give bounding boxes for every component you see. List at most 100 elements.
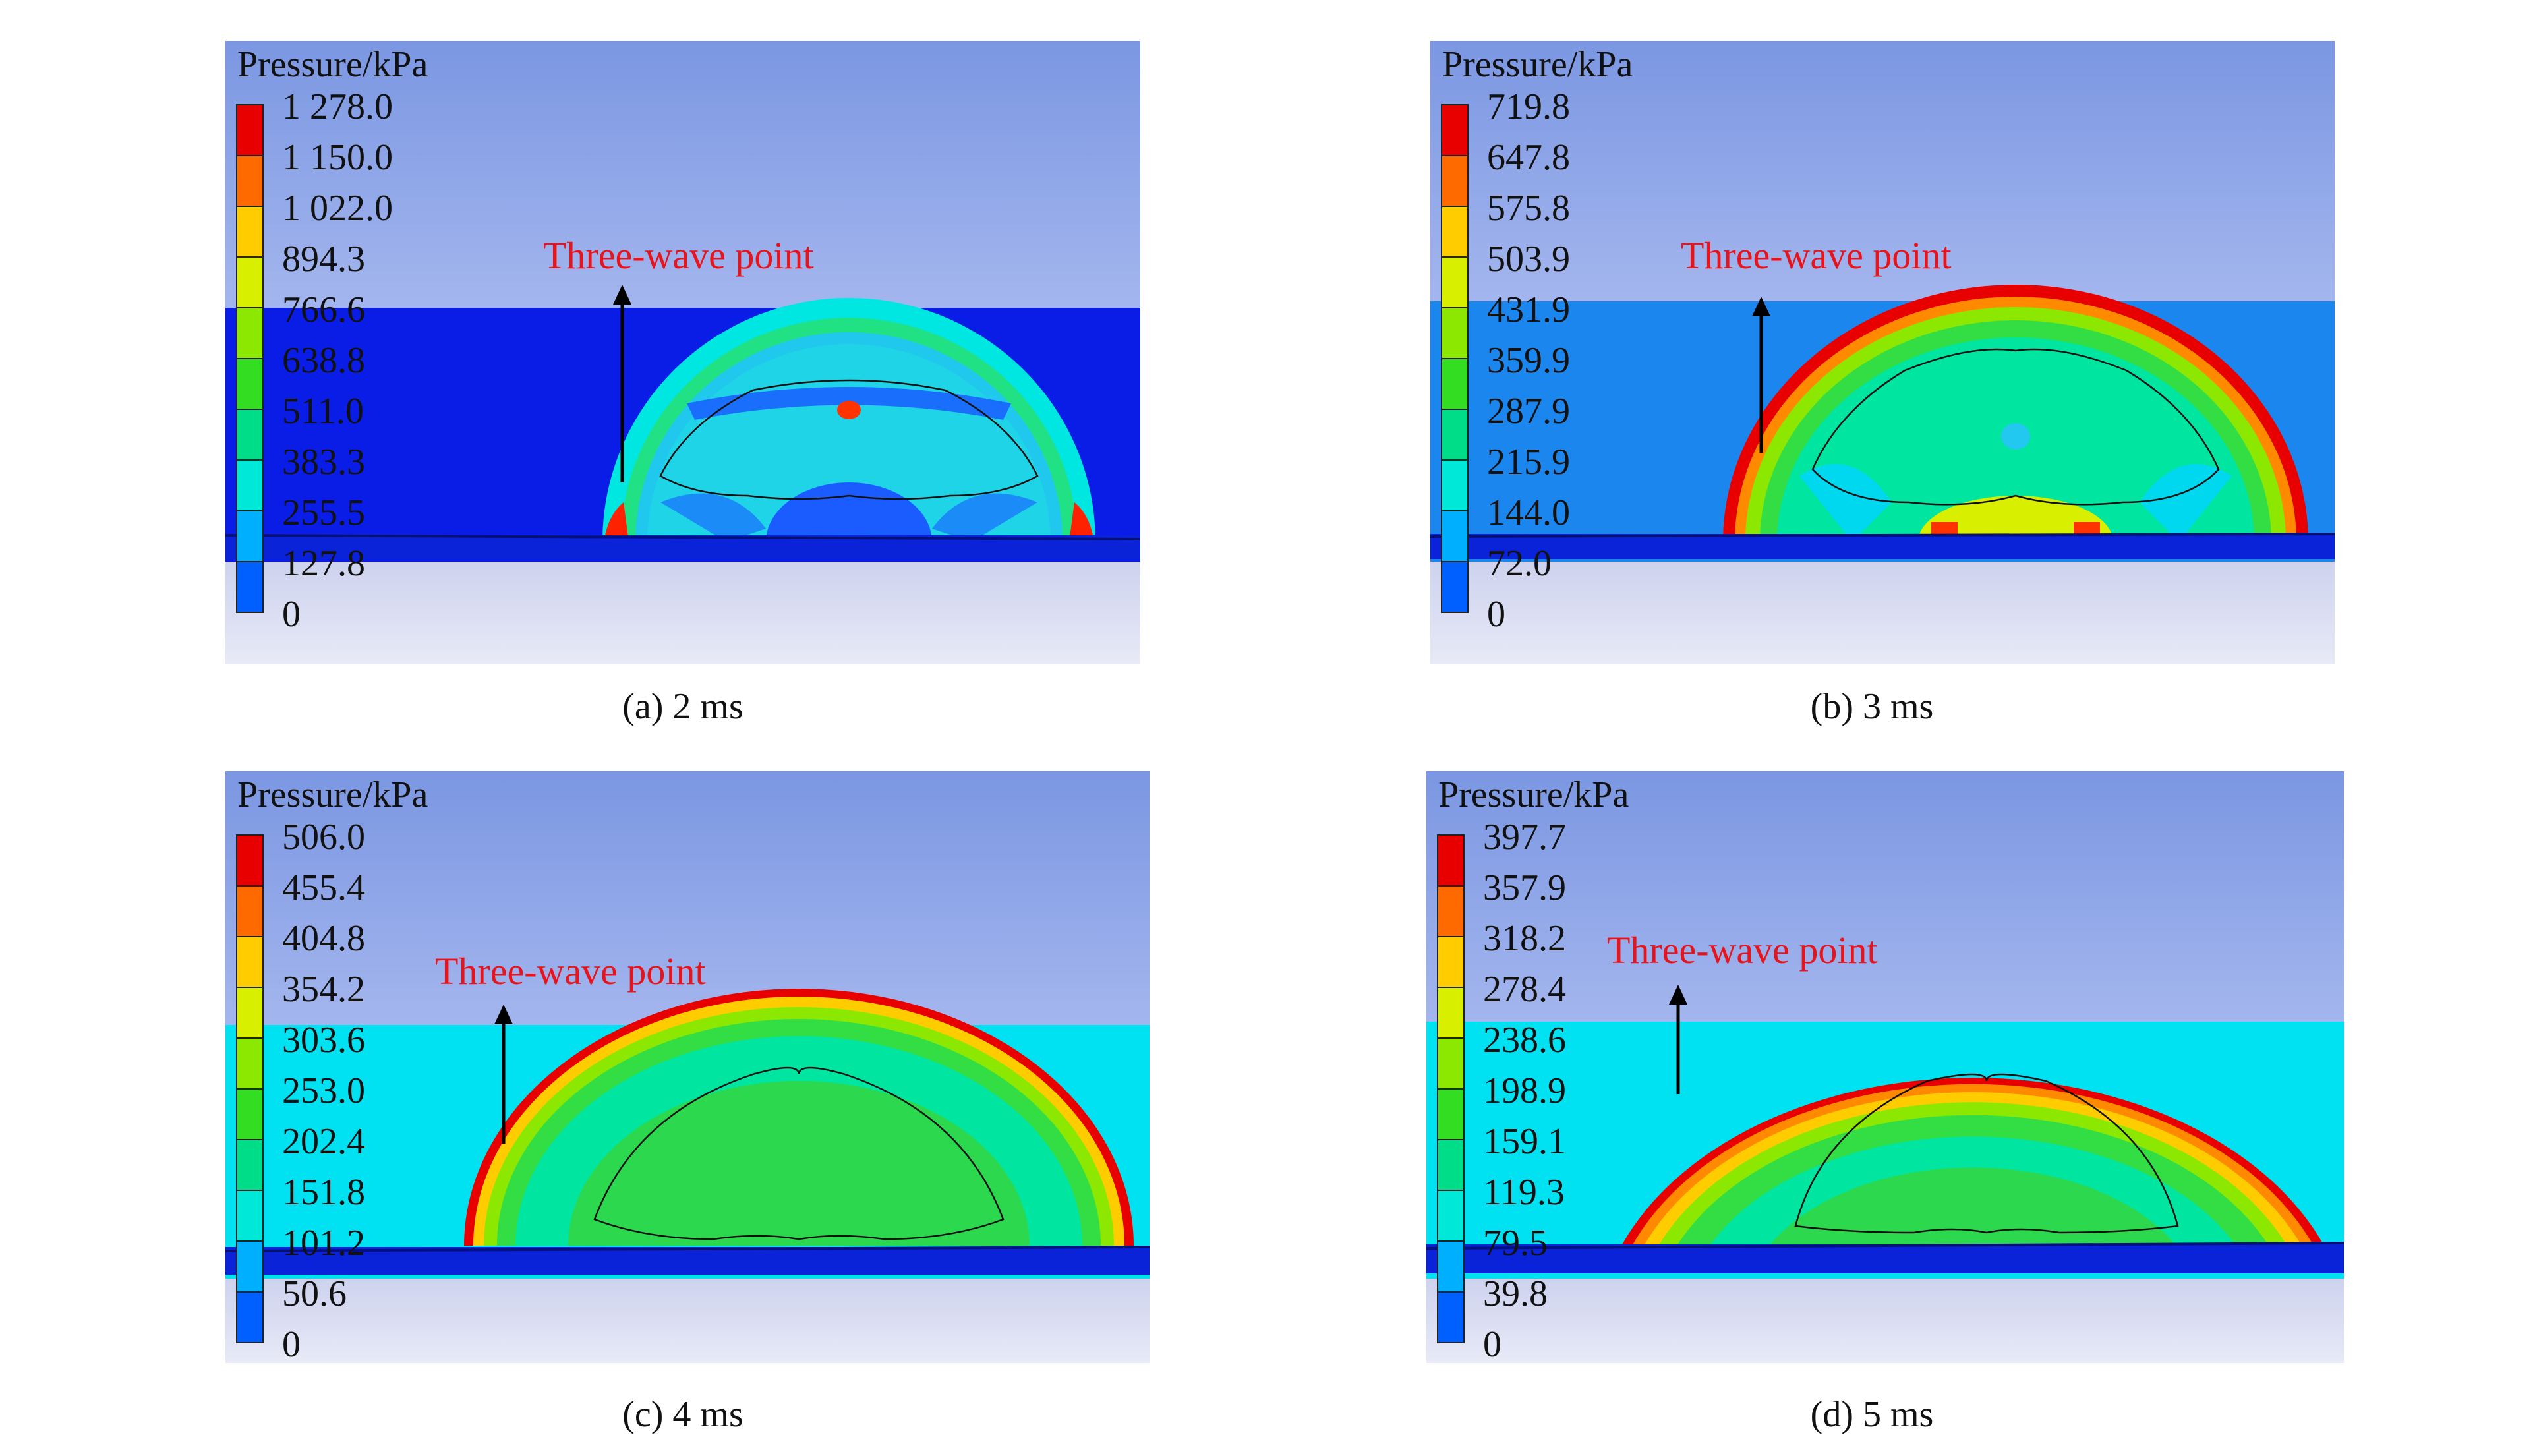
colorbar-tick-label: 1 278.0: [282, 86, 393, 127]
colorbar-tick-label: 397.7: [1483, 817, 1566, 858]
three-wave-point-label: Three-wave point: [543, 234, 814, 277]
legend-title: Pressure/kPa: [1442, 44, 1633, 85]
colorbar-tick-label: 50.6: [282, 1273, 347, 1314]
colorbar-tick-label: 159.1: [1483, 1121, 1566, 1162]
colorbar-swatch: [1437, 1088, 1465, 1140]
colorbar-swatch: [236, 1037, 264, 1090]
colorbar-tick-label: 719.8: [1487, 86, 1570, 127]
pressure-field-b: [1430, 41, 2335, 664]
caption-a: (a) 2 ms: [622, 686, 743, 727]
colorbar-swatch: [236, 256, 264, 308]
colorbar-tick-label: 278.4: [1483, 969, 1566, 1010]
legend-title: Pressure/kPa: [1438, 774, 1629, 815]
three-wave-point-label: Three-wave point: [1681, 234, 1952, 277]
colorbar-swatch: [1437, 1037, 1465, 1090]
colorbar-swatch: [1441, 307, 1469, 359]
colorbar-swatch: [236, 459, 264, 511]
colorbar-swatch: [236, 936, 264, 988]
colorbar-tick-label: 638.8: [282, 340, 365, 381]
colorbar-tick-label: 1 150.0: [282, 137, 393, 178]
colorbar-tick-label: 354.2: [282, 969, 365, 1010]
pressure-field-a: [225, 41, 1140, 664]
colorbar-tick-label: 119.3: [1483, 1172, 1565, 1213]
colorbar-tick-label: 647.8: [1487, 137, 1570, 178]
legend-title: Pressure/kPa: [237, 44, 428, 85]
colorbar-tick-label: 79.5: [1483, 1223, 1548, 1264]
colorbar-tick-label: 303.6: [282, 1020, 365, 1061]
colorbar-tick-label: 359.9: [1487, 340, 1570, 381]
colorbar-swatch: [1437, 1139, 1465, 1191]
pressure-field-c: [225, 771, 1150, 1363]
colorbar-tick-label: 1 022.0: [282, 188, 393, 229]
colorbar-tick-label: 238.6: [1483, 1020, 1566, 1061]
three-wave-point-label: Three-wave point: [1607, 929, 1878, 972]
colorbar-tick-label: 72.0: [1487, 543, 1552, 584]
colorbar-tick-label: 0: [282, 1324, 301, 1365]
colorbar-tick-label: 0: [1487, 594, 1505, 635]
colorbar-swatch: [1437, 936, 1465, 988]
colorbar-swatch: [1437, 834, 1465, 887]
colorbar-swatch: [1437, 1291, 1465, 1343]
colorbar-tick-label: 894.3: [282, 239, 365, 279]
colorbar-tick-label: 287.9: [1487, 391, 1570, 432]
colorbar-swatch: [236, 1240, 264, 1293]
panel-b: Pressure/kPa 719.8 647.8 575.8 503.9 431.9 35…: [1430, 41, 2335, 664]
colorbar-tick-label: 318.2: [1483, 918, 1566, 959]
annotation-arrow: [1669, 985, 1687, 1094]
colorbar-tick-label: 455.4: [282, 867, 365, 908]
colorbar-tick-label: 202.4: [282, 1121, 365, 1162]
colorbar-tick-label: 253.0: [282, 1070, 365, 1111]
caption-b: (b) 3 ms: [1810, 686, 1934, 727]
colorbar-swatch: [1441, 206, 1469, 258]
colorbar-swatch: [1441, 510, 1469, 562]
colorbar-swatch: [236, 1088, 264, 1140]
caption-d: (d) 5 ms: [1810, 1394, 1934, 1435]
colorbar-swatch: [236, 1291, 264, 1343]
legend-title: Pressure/kPa: [237, 774, 428, 815]
colorbar-tick-label: 575.8: [1487, 188, 1570, 229]
panel-a: Pressure/kPa 1 278.0 1 150.0 1 022.0 894.3 7…: [225, 41, 1140, 664]
colorbar-swatch: [236, 561, 264, 613]
colorbar-tick-label: 255.5: [282, 492, 365, 533]
colorbar-swatch: [1441, 561, 1469, 613]
colorbar-swatch: [1441, 155, 1469, 207]
pressure-field-d: [1426, 771, 2344, 1363]
colorbar-tick-label: 0: [1483, 1324, 1501, 1365]
caption-c: (c) 4 ms: [622, 1394, 743, 1435]
colorbar-swatch: [236, 510, 264, 562]
colorbar-swatch: [1441, 104, 1469, 156]
colorbar-swatch: [236, 104, 264, 156]
colorbar-tick-label: 144.0: [1487, 492, 1570, 533]
colorbar-tick-label: 357.9: [1483, 867, 1566, 908]
colorbar-tick-label: 39.8: [1483, 1273, 1548, 1314]
colorbar-tick-label: 0: [282, 594, 301, 635]
colorbar-swatch: [1437, 885, 1465, 937]
colorbar-swatch: [1437, 1190, 1465, 1242]
colorbar-swatch: [236, 834, 264, 887]
colorbar-swatch: [236, 155, 264, 207]
colorbar-swatch: [236, 987, 264, 1039]
colorbar-swatch: [236, 1139, 264, 1191]
colorbar-tick-label: 506.0: [282, 817, 365, 858]
colorbar-swatch: [236, 885, 264, 937]
panel-c: Pressure/kPa 506.0 455.4 404.8 354.2 303.6 25…: [225, 771, 1150, 1363]
three-wave-point-label: Three-wave point: [435, 950, 706, 993]
colorbar-swatch: [236, 358, 264, 410]
annotation-arrow: [494, 1005, 513, 1144]
annotation-arrow: [1752, 297, 1770, 453]
colorbar-swatch: [1441, 256, 1469, 308]
colorbar-tick-label: 151.8: [282, 1172, 365, 1213]
colorbar-tick-label: 404.8: [282, 918, 365, 959]
colorbar-tick-label: 127.8: [282, 543, 365, 584]
colorbar-swatch: [1441, 459, 1469, 511]
panel-d: Pressure/kPa 397.7 357.9 318.2 278.4 238.6 19…: [1426, 771, 2344, 1363]
colorbar-swatch: [236, 1190, 264, 1242]
colorbar-swatch: [1437, 1240, 1465, 1293]
colorbar-tick-label: 766.6: [282, 289, 365, 330]
colorbar-tick-label: 383.3: [282, 442, 365, 482]
colorbar-tick-label: 511.0: [282, 391, 364, 432]
colorbar-tick-label: 503.9: [1487, 239, 1570, 279]
annotation-arrow: [613, 285, 631, 482]
colorbar-tick-label: 215.9: [1487, 442, 1570, 482]
colorbar-tick-label: 198.9: [1483, 1070, 1566, 1111]
